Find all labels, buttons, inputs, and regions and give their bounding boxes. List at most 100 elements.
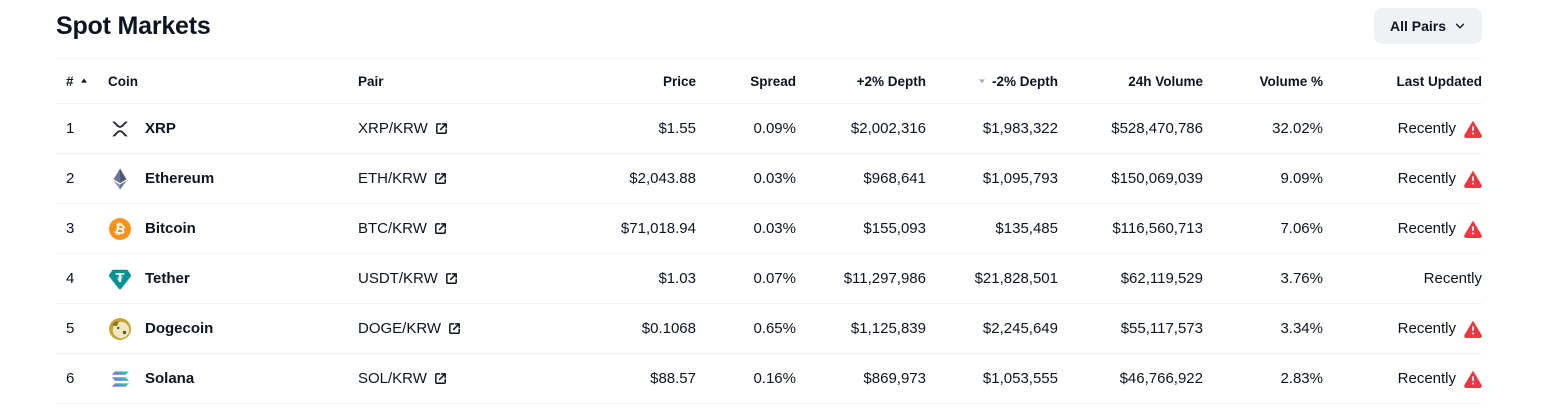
rank-cell: 1 bbox=[56, 103, 108, 154]
pair-cell: XRP/KRW bbox=[358, 103, 566, 154]
table-row[interactable]: 6 Solana SOL/KRW $88.57 0.16% $869,973 $… bbox=[56, 353, 1482, 404]
price-cell: $1.03 bbox=[566, 253, 696, 304]
sort-desc-icon bbox=[977, 76, 987, 86]
table-row[interactable]: 1 XRP XRP/KRW $1.55 0.09% $2,002,316 $1,… bbox=[56, 103, 1482, 154]
column-header-price[interactable]: Price bbox=[566, 58, 696, 104]
sort-asc-icon bbox=[79, 76, 89, 86]
last-updated-cell: Recently bbox=[1323, 353, 1482, 404]
volume-cell: $62,119,529 bbox=[1058, 253, 1203, 304]
minus-depth-cell: $1,095,793 bbox=[926, 153, 1058, 204]
last-updated-label: Recently bbox=[1423, 270, 1482, 287]
pair-link[interactable]: USDT/KRW bbox=[358, 270, 459, 287]
volume-pct-cell: 9.09% bbox=[1203, 153, 1323, 204]
coin-logo-icon bbox=[108, 367, 132, 391]
table-row[interactable]: 3 Bitcoin BTC/KRW $71,018.94 0.03% $155,… bbox=[56, 203, 1482, 254]
coin-cell[interactable]: Solana bbox=[108, 353, 358, 404]
pair-cell: BTC/KRW bbox=[358, 203, 566, 254]
coin-name: Tether bbox=[145, 270, 190, 287]
chevron-down-icon bbox=[1454, 20, 1466, 32]
last-updated-cell: Recently bbox=[1323, 303, 1482, 354]
external-link-icon bbox=[434, 121, 449, 136]
last-updated-label: Recently bbox=[1397, 170, 1456, 187]
warning-icon[interactable] bbox=[1464, 120, 1482, 138]
volume-pct-cell: 32.02% bbox=[1203, 103, 1323, 154]
coin-cell[interactable]: Dogecoin bbox=[108, 303, 358, 354]
pair-link[interactable]: BTC/KRW bbox=[358, 220, 448, 237]
column-header-volume-pct[interactable]: Volume % bbox=[1203, 58, 1323, 104]
last-updated-cell: Recently bbox=[1323, 103, 1482, 154]
spread-cell: 0.09% bbox=[696, 103, 796, 154]
all-pairs-dropdown[interactable]: All Pairs bbox=[1373, 8, 1482, 44]
price-cell: $0.1068 bbox=[566, 303, 696, 354]
warning-icon[interactable] bbox=[1464, 220, 1482, 238]
pair-link[interactable]: XRP/KRW bbox=[358, 120, 449, 137]
pair-label: SOL/KRW bbox=[358, 370, 427, 387]
table-row[interactable]: 5 Dogecoin DOGE/KRW $0.1068 0.65% $1,125… bbox=[56, 303, 1482, 354]
topbar: Spot Markets All Pairs bbox=[56, 0, 1482, 58]
volume-pct-cell: 7.06% bbox=[1203, 203, 1323, 254]
minus-depth-cell: $21,828,501 bbox=[926, 253, 1058, 304]
column-header-minus-depth[interactable]: -2% Depth bbox=[926, 58, 1058, 104]
pair-label: DOGE/KRW bbox=[358, 320, 442, 337]
warning-icon[interactable] bbox=[1464, 370, 1482, 388]
spread-cell: 0.65% bbox=[696, 303, 796, 354]
external-link-icon bbox=[433, 371, 448, 386]
column-header-rank[interactable]: # bbox=[56, 58, 108, 104]
table-body: 1 XRP XRP/KRW $1.55 0.09% $2,002,316 $1,… bbox=[56, 103, 1482, 404]
price-cell: $2,043.88 bbox=[566, 153, 696, 204]
last-updated-label: Recently bbox=[1397, 120, 1456, 137]
table-row[interactable]: 2 Ethereum ETH/KRW $2,043.88 0.03% $968,… bbox=[56, 153, 1482, 204]
pair-link[interactable]: SOL/KRW bbox=[358, 370, 448, 387]
spot-markets-table: # Coin Pair Price Spread +2% Depth -2% D… bbox=[56, 58, 1482, 404]
warning-icon[interactable] bbox=[1464, 320, 1482, 338]
coin-cell[interactable]: XRP bbox=[108, 103, 358, 154]
volume-cell: $116,560,713 bbox=[1058, 203, 1203, 254]
last-updated-label: Recently bbox=[1397, 220, 1456, 237]
pair-link[interactable]: DOGE/KRW bbox=[358, 320, 462, 337]
volume-cell: $55,117,573 bbox=[1058, 303, 1203, 354]
page-title: Spot Markets bbox=[56, 11, 211, 40]
external-link-icon bbox=[433, 221, 448, 236]
pair-cell: DOGE/KRW bbox=[358, 303, 566, 354]
spread-cell: 0.07% bbox=[696, 253, 796, 304]
plus-depth-cell: $1,125,839 bbox=[796, 303, 926, 354]
pair-link[interactable]: ETH/KRW bbox=[358, 170, 448, 187]
volume-pct-cell: 2.83% bbox=[1203, 353, 1323, 404]
spread-cell: 0.03% bbox=[696, 203, 796, 254]
pair-label: ETH/KRW bbox=[358, 170, 427, 187]
pair-cell: USDT/KRW bbox=[358, 253, 566, 304]
column-header-coin[interactable]: Coin bbox=[108, 58, 358, 104]
volume-pct-cell: 3.34% bbox=[1203, 303, 1323, 354]
coin-name: Dogecoin bbox=[145, 320, 214, 337]
pair-label: USDT/KRW bbox=[358, 270, 438, 287]
coin-name: Bitcoin bbox=[145, 220, 196, 237]
warning-icon[interactable] bbox=[1464, 170, 1482, 188]
plus-depth-cell: $2,002,316 bbox=[796, 103, 926, 154]
minus-depth-cell: $2,245,649 bbox=[926, 303, 1058, 354]
last-updated-cell: Recently bbox=[1323, 253, 1482, 304]
minus-depth-cell: $1,983,322 bbox=[926, 103, 1058, 154]
pair-label: BTC/KRW bbox=[358, 220, 427, 237]
external-link-icon bbox=[444, 271, 459, 286]
coin-cell[interactable]: Ethereum bbox=[108, 153, 358, 204]
rank-cell: 5 bbox=[56, 303, 108, 354]
coin-name: XRP bbox=[145, 120, 176, 137]
column-header-spread[interactable]: Spread bbox=[696, 58, 796, 104]
price-cell: $88.57 bbox=[566, 353, 696, 404]
plus-depth-cell: $11,297,986 bbox=[796, 253, 926, 304]
last-updated-label: Recently bbox=[1397, 370, 1456, 387]
column-header-plus-depth[interactable]: +2% Depth bbox=[796, 58, 926, 104]
volume-pct-cell: 3.76% bbox=[1203, 253, 1323, 304]
minus-depth-cell: $1,053,555 bbox=[926, 353, 1058, 404]
coin-logo-icon bbox=[108, 317, 132, 341]
coin-cell[interactable]: Tether bbox=[108, 253, 358, 304]
table-row[interactable]: 4 Tether USDT/KRW $1.03 0.07% $11,297,98… bbox=[56, 253, 1482, 304]
pair-cell: ETH/KRW bbox=[358, 153, 566, 204]
column-header-last-updated[interactable]: Last Updated bbox=[1323, 58, 1482, 104]
column-header-24h-volume[interactable]: 24h Volume bbox=[1058, 58, 1203, 104]
rank-cell: 2 bbox=[56, 153, 108, 204]
pair-cell: SOL/KRW bbox=[358, 353, 566, 404]
column-header-pair[interactable]: Pair bbox=[358, 58, 566, 104]
coin-name: Solana bbox=[145, 370, 195, 387]
coin-cell[interactable]: Bitcoin bbox=[108, 203, 358, 254]
